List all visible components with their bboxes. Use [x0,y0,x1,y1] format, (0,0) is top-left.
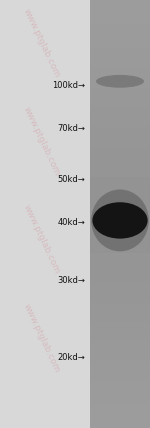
Text: 100kd→: 100kd→ [52,81,86,90]
Ellipse shape [91,190,149,251]
Text: 40kd→: 40kd→ [58,218,86,227]
Text: www.ptglab.com: www.ptglab.com [22,7,62,79]
Ellipse shape [96,75,144,88]
Text: 20kd→: 20kd→ [58,353,86,362]
Text: 30kd→: 30kd→ [58,276,86,285]
Text: www.ptglab.com: www.ptglab.com [22,204,62,276]
Text: www.ptglab.com: www.ptglab.com [22,105,62,177]
Ellipse shape [92,202,148,239]
Text: 50kd→: 50kd→ [58,175,86,184]
Text: www.ptglab.com: www.ptglab.com [22,302,62,374]
Text: 70kd→: 70kd→ [58,124,86,133]
